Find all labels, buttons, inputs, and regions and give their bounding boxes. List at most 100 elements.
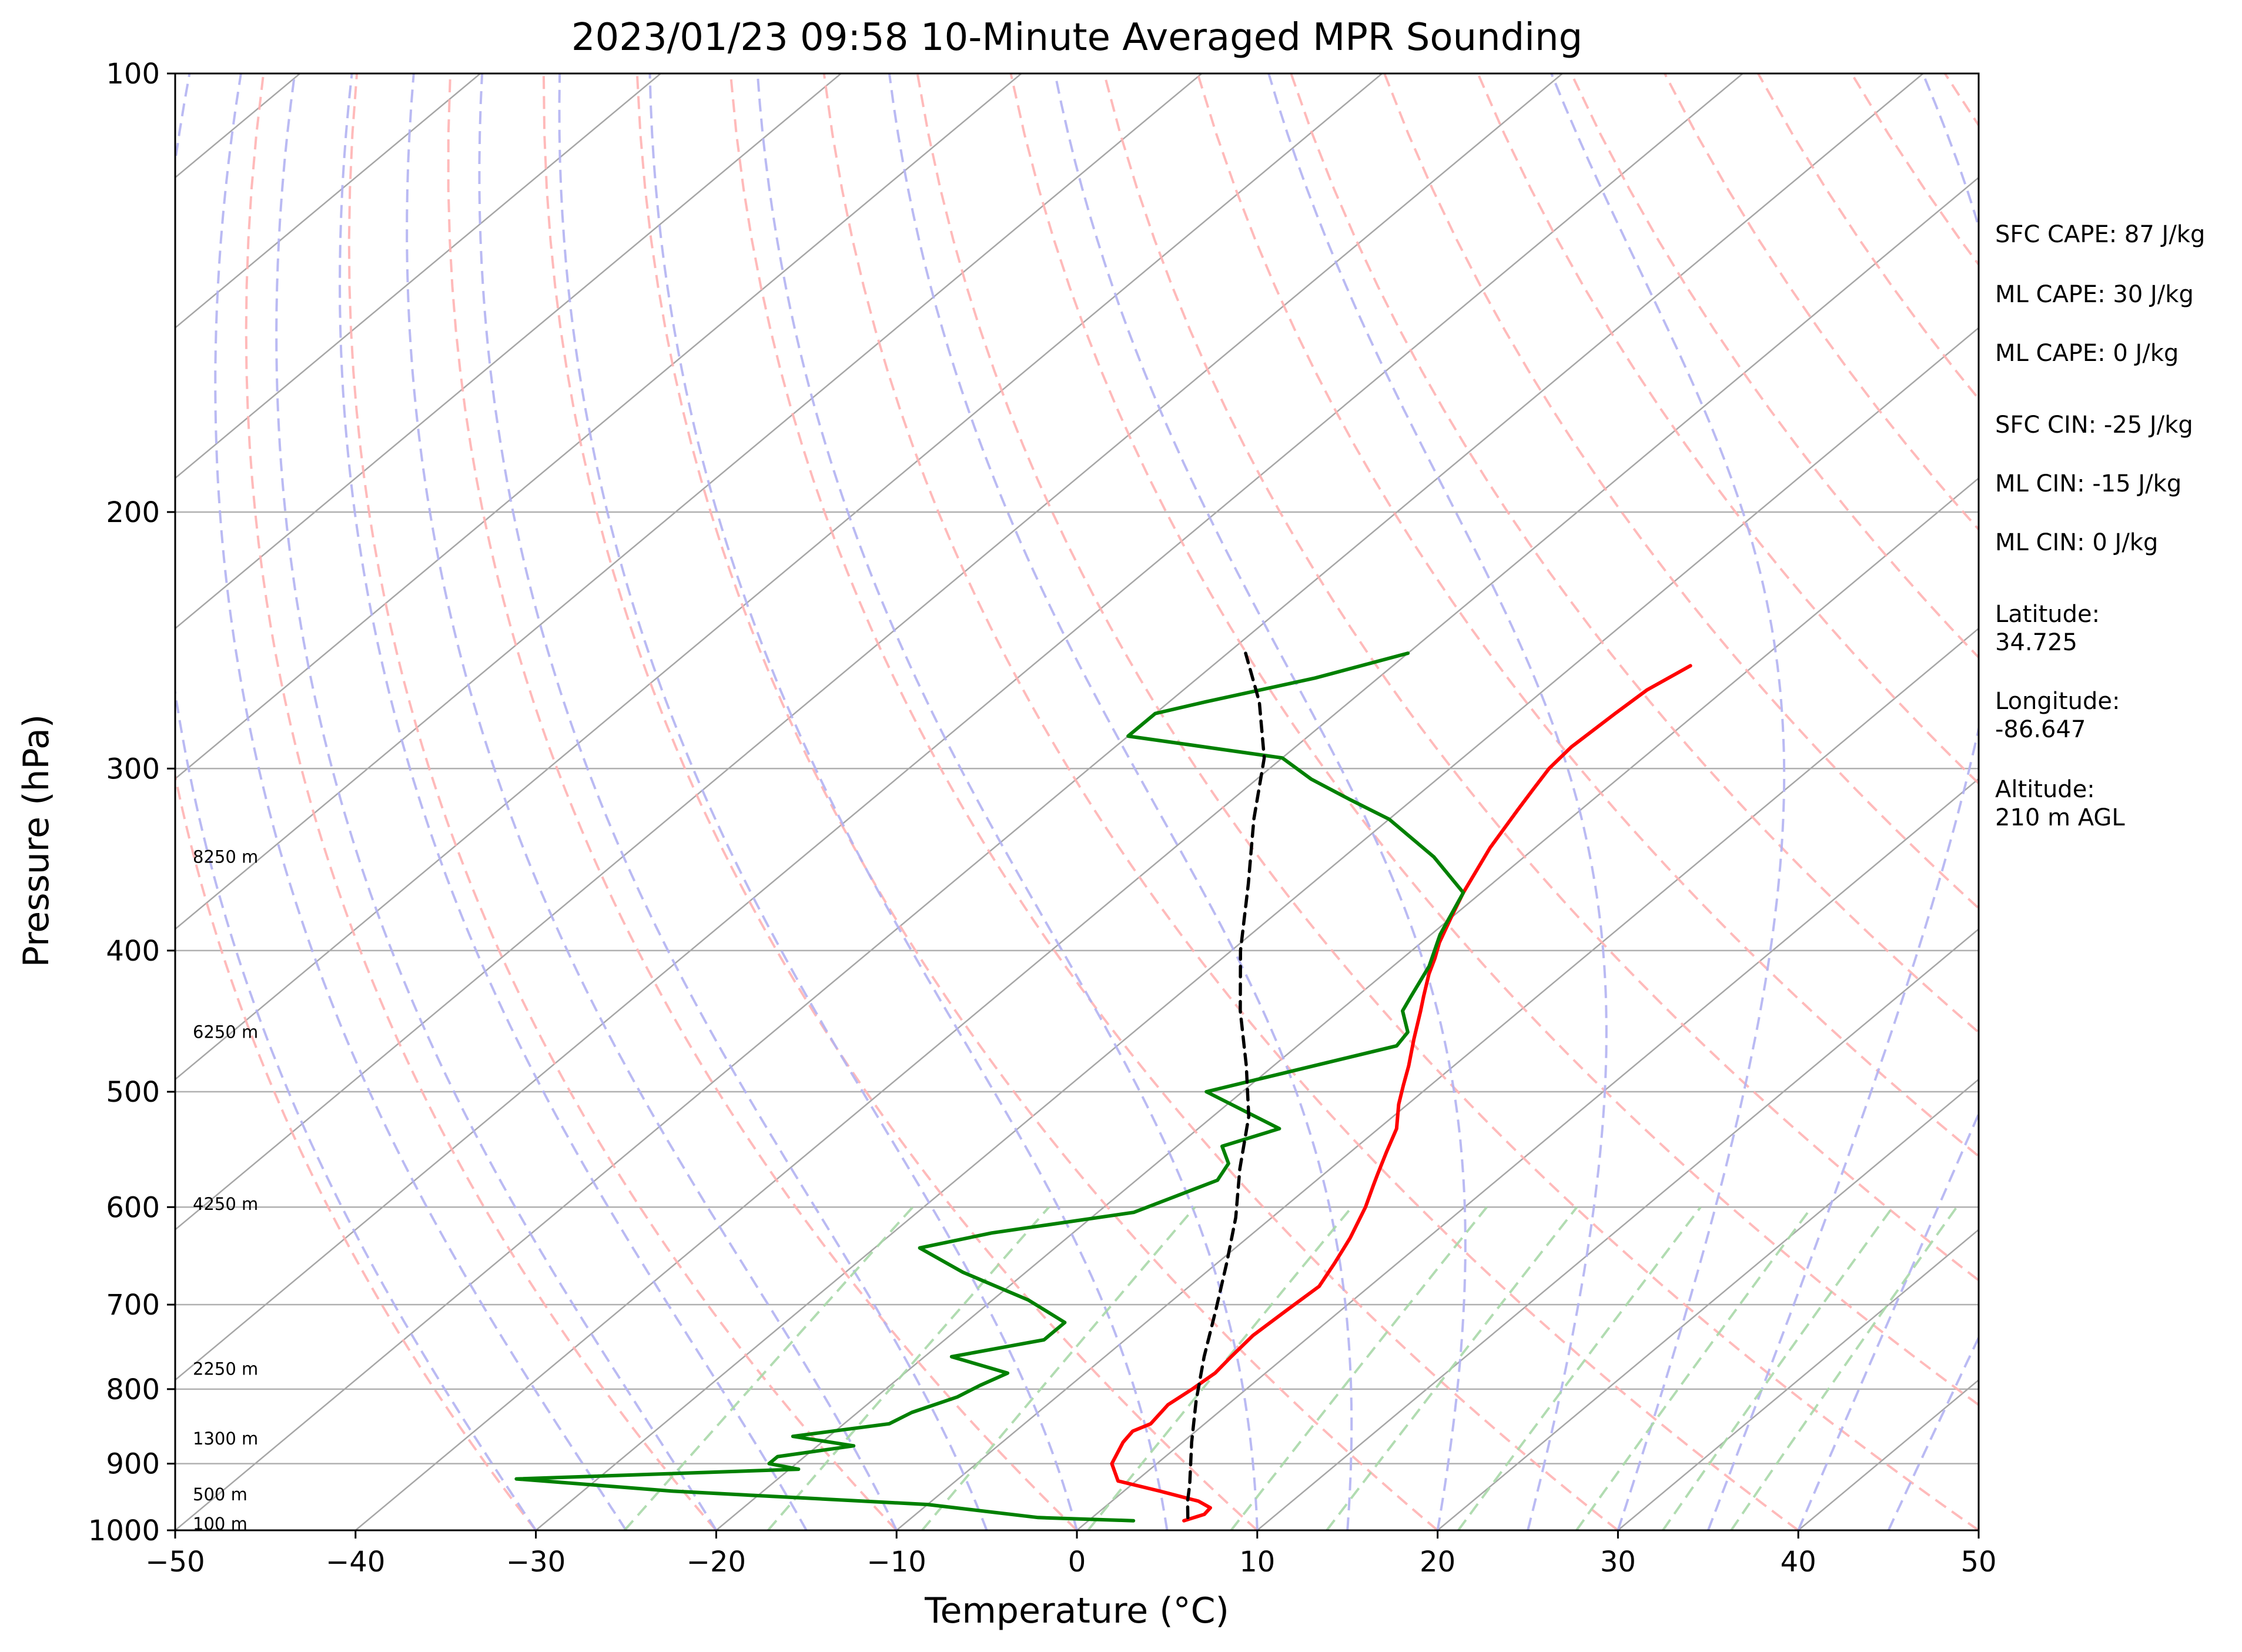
dry-adiabat-line (447, 73, 1078, 1530)
x-tick-label: 10 (1239, 1546, 1275, 1579)
annotation-text: Altitude: (1995, 776, 2095, 803)
height-label: 8250 m (193, 847, 258, 867)
x-tick-label: 0 (1068, 1546, 1086, 1579)
data-lines (514, 651, 1692, 1523)
mixing-ratio-line (1662, 1206, 1894, 1530)
y-tick-label: 500 (106, 1076, 160, 1109)
moist-adiabat-line (175, 73, 537, 1530)
y-tick-label: 700 (106, 1289, 160, 1322)
height-label: 500 m (193, 1484, 247, 1504)
annotation-text: Latitude: (1995, 601, 2100, 628)
height-label: 1300 m (193, 1429, 258, 1449)
dry-adiabat-line (1477, 73, 1979, 785)
y-tick-label: 900 (106, 1448, 160, 1481)
annotations: SFC CAPE: 87 J/kg ML CAPE: 30 J/kg ML CAPE… (1995, 221, 2205, 831)
dry-adiabat-line (729, 73, 1619, 1530)
y-tick-label: 300 (106, 753, 160, 785)
annotation-text: 210 m AGL (1995, 804, 2125, 831)
moist-adiabat-line (756, 73, 1259, 1530)
y-tick-label: 600 (106, 1191, 160, 1224)
annotation-text: -86.647 (1995, 716, 2086, 743)
mixing-ratio-line (1326, 1206, 1578, 1530)
moist-adiabat-line (478, 73, 988, 1530)
x-tick-label: −40 (326, 1546, 385, 1579)
y-axis-label: Pressure (hPa) (16, 714, 57, 967)
isotherm-line (175, 73, 1203, 930)
isotherm-line (1256, 928, 1979, 1530)
isotherm-line (175, 73, 1924, 1530)
parcel-line (1186, 651, 1266, 1520)
moist-adiabat-line (558, 73, 1078, 1530)
dry-adiabat-line (175, 770, 537, 1530)
isotherm-line (175, 73, 842, 630)
dry-adiabat-line (245, 73, 717, 1530)
x-tick-label: 30 (1600, 1546, 1636, 1579)
mixing-ratio-line (767, 1206, 1050, 1530)
isotherm-line (1076, 778, 1979, 1530)
y-tick-label: 100 (106, 58, 160, 91)
isotherm-line (175, 73, 481, 329)
annotation-text: SFC CAPE: 87 J/kg (1995, 221, 2205, 248)
x-tick-label: 20 (1420, 1546, 1455, 1579)
isotherm-line (535, 327, 1979, 1530)
moist-adiabat-line (1267, 73, 1608, 1530)
annotation-text: Longitude: (1995, 688, 2120, 715)
mixing-ratio-line (1730, 1206, 1958, 1530)
isotherm-line (175, 73, 1383, 1081)
annotation-text: ML CIN: 0 J/kg (1995, 529, 2158, 556)
y-tick-label: 1000 (88, 1514, 160, 1547)
x-tick-label: 50 (1960, 1546, 1996, 1579)
dewpoint-line (514, 651, 1465, 1523)
moist-adiabat-line (1053, 73, 1467, 1530)
annotation-text: SFC CIN: -25 J/kg (1995, 412, 2193, 439)
mixing-ratio-line (623, 1206, 914, 1530)
isotherm-line (1437, 1078, 1979, 1530)
x-tick-label: −50 (145, 1546, 205, 1579)
dry-adiabat-line (542, 73, 1259, 1530)
x-axis-label: Temperature (°C) (924, 1590, 1229, 1631)
moist-adiabat-line (214, 73, 627, 1530)
y-tick-label: 200 (106, 496, 160, 529)
isotherm-line (175, 73, 1563, 1231)
mixing-ratio-line (1087, 1206, 1353, 1530)
isotherm-line (715, 477, 1979, 1530)
isotherm-line (1617, 1229, 1979, 1530)
x-tick-label: −20 (687, 1546, 746, 1579)
moist-adiabat-line (339, 73, 808, 1530)
dry-adiabat-line (1103, 73, 1979, 1282)
moist-adiabat-line (406, 73, 898, 1530)
chart-title: 2023/01/23 09:58 10-Minute Averaged MPR … (571, 16, 1582, 59)
background-lines (175, 73, 1979, 1530)
isotherm-line (175, 73, 1744, 1381)
x-tick-label: 40 (1781, 1546, 1816, 1579)
moist-adiabat-line (1706, 73, 1979, 1530)
annotation-text: ML CAPE: 0 J/kg (1995, 340, 2179, 367)
height-label: 2250 m (193, 1359, 258, 1379)
dry-adiabat-line (1570, 73, 1979, 660)
dry-adiabat-line (1196, 73, 1979, 1158)
mixing-ratio-line (921, 1206, 1196, 1530)
isotherm-line (896, 627, 1979, 1530)
x-tick-label: −10 (867, 1546, 926, 1579)
dry-adiabat-line (822, 73, 1799, 1530)
annotation-text: ML CIN: -15 J/kg (1995, 470, 2181, 497)
mixing-ratio-line (1457, 1206, 1702, 1530)
annotation-text: ML CAPE: 30 J/kg (1995, 281, 2194, 308)
x-tick-label: −30 (506, 1546, 565, 1579)
isotherm-line (354, 176, 1979, 1530)
dry-adiabat-line (347, 73, 898, 1530)
axis-ticks: −50 −40 −30 −20 −10 0 10 20 30 40 50 1000 900 800 700 6… (88, 58, 1997, 1579)
moist-adiabat-line (1797, 1111, 1979, 1530)
mixing-ratio-line (1230, 1206, 1488, 1530)
height-label: 4250 m (193, 1194, 258, 1214)
moist-adiabat-line (275, 73, 718, 1530)
annotation-text: 34.725 (1995, 629, 2077, 656)
moist-adiabat-line (888, 73, 1353, 1530)
height-label: 6250 m (193, 1022, 258, 1042)
dry-adiabat-line (1290, 73, 1979, 1034)
y-tick-label: 400 (106, 935, 160, 968)
y-tick-label: 800 (106, 1373, 160, 1406)
